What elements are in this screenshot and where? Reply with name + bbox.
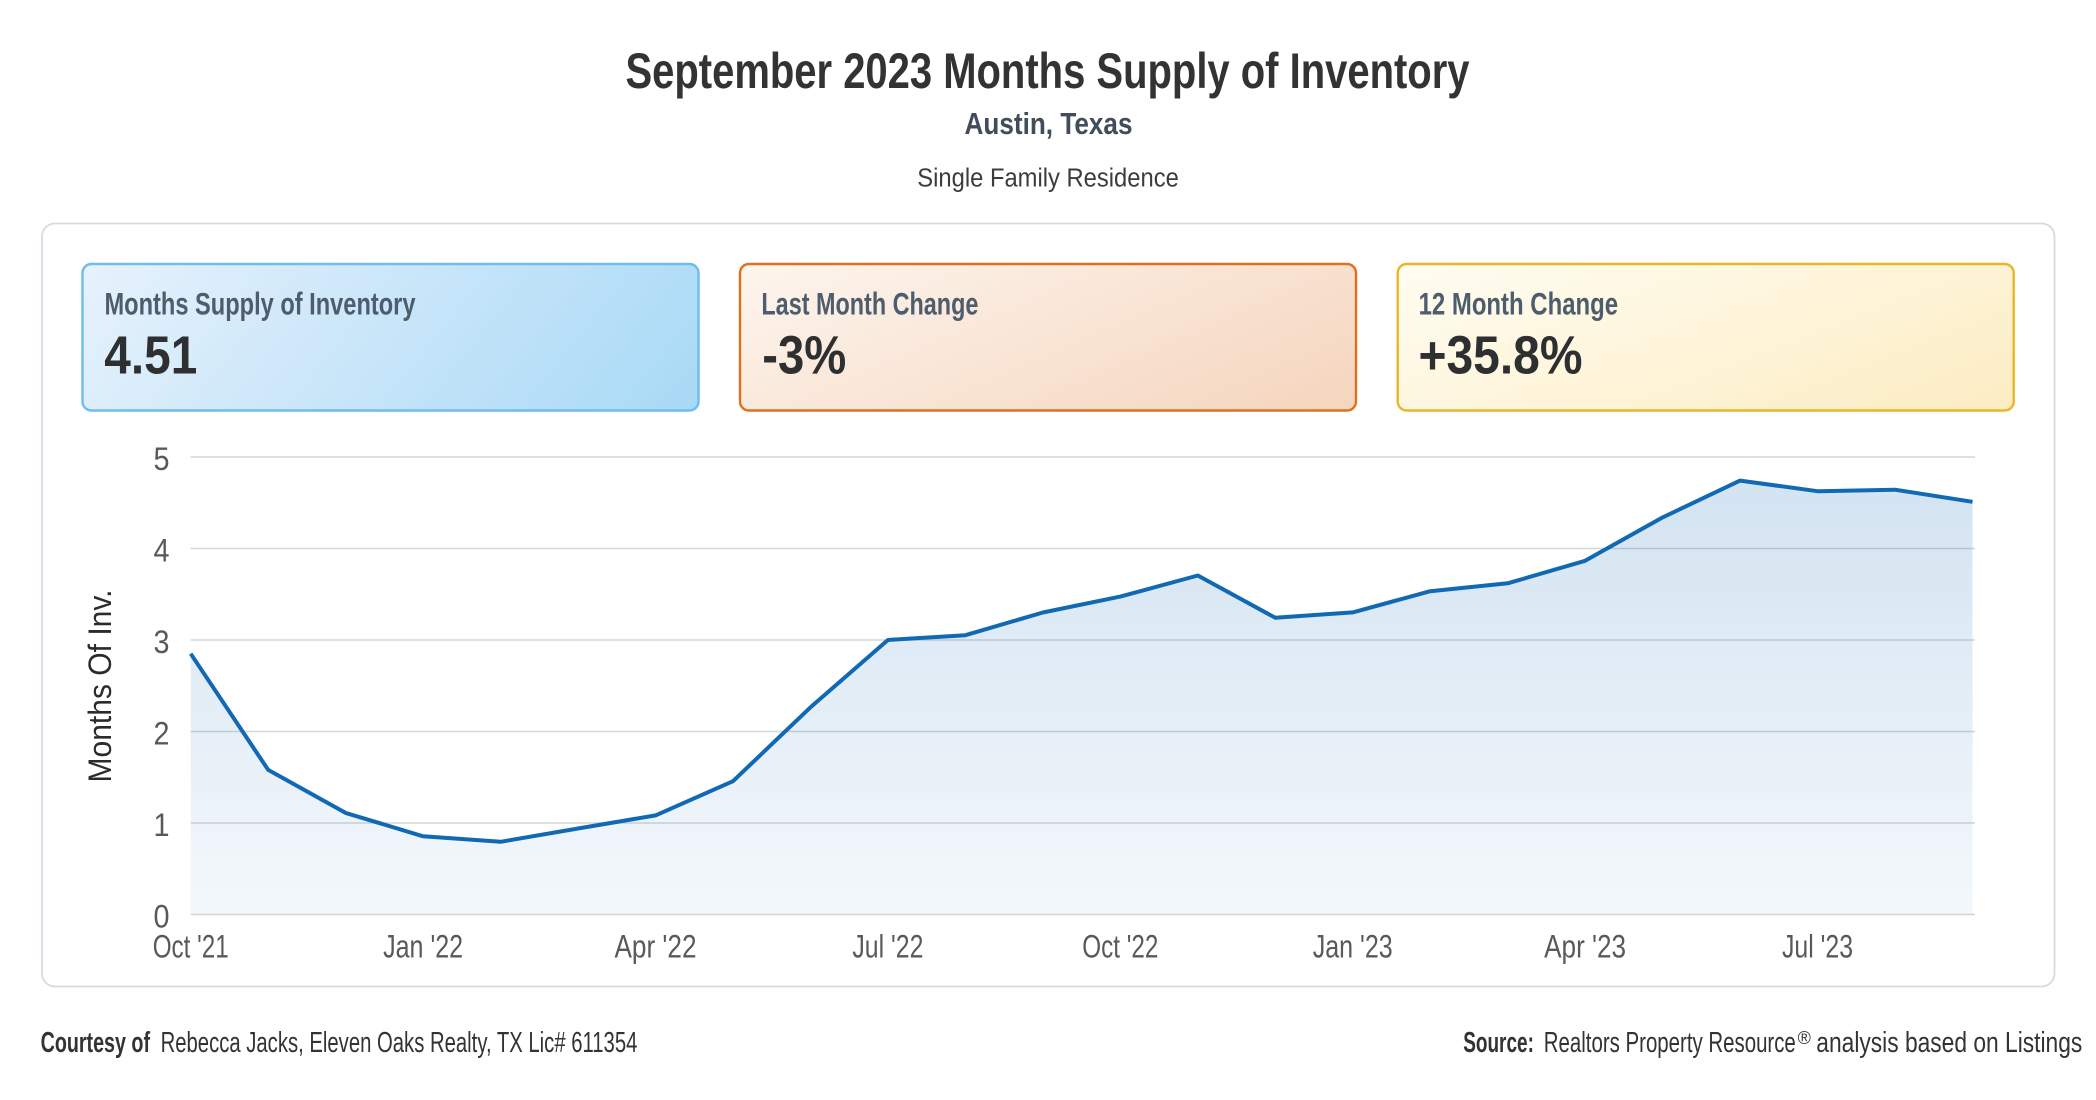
svg-text:Oct '21: Oct '21 (153, 929, 229, 965)
svg-text:Source:: Source: (1463, 1027, 1534, 1059)
svg-text:Austin, Texas: Austin, Texas (965, 107, 1133, 141)
svg-text:Jan '22: Jan '22 (383, 929, 463, 965)
svg-text:0: 0 (154, 899, 170, 935)
svg-text:®: ® (1798, 1028, 1811, 1048)
svg-text:12 Month Change: 12 Month Change (1419, 285, 1619, 321)
svg-text:Months Of Inv.: Months Of Inv. (82, 590, 118, 783)
svg-text:2: 2 (154, 716, 170, 752)
svg-text:Courtesy of: Courtesy of (41, 1027, 151, 1059)
svg-text:1: 1 (154, 807, 170, 843)
svg-text:Apr '22: Apr '22 (615, 929, 697, 965)
svg-text:Jul '22: Jul '22 (852, 929, 923, 965)
svg-text:Realtors Property Resource: Realtors Property Resource (1544, 1027, 1796, 1059)
svg-text:Jul '23: Jul '23 (1782, 929, 1853, 965)
svg-text:5: 5 (154, 441, 170, 477)
svg-text:September 2023 Months Supply o: September 2023 Months Supply of Inventor… (626, 43, 1470, 99)
svg-text:Apr '23: Apr '23 (1544, 929, 1626, 965)
svg-text:Last Month Change: Last Month Change (761, 285, 978, 321)
svg-text:Oct '22: Oct '22 (1082, 929, 1158, 965)
svg-text:-3%: -3% (762, 326, 846, 386)
svg-text:Single Family Residence: Single Family Residence (917, 163, 1179, 193)
svg-text:4: 4 (154, 533, 170, 569)
svg-text:3: 3 (154, 624, 170, 660)
svg-text:Rebecca Jacks, Eleven Oaks Rea: Rebecca Jacks, Eleven Oaks Realty, TX Li… (161, 1027, 638, 1059)
svg-text:Months Supply of Inventory: Months Supply of Inventory (105, 285, 416, 321)
svg-text:+35.8%: +35.8% (1419, 326, 1583, 386)
svg-text:4.51: 4.51 (104, 326, 197, 386)
svg-text:analysis based on Listings: analysis based on Listings (1816, 1027, 2082, 1059)
svg-text:Jan '23: Jan '23 (1313, 929, 1393, 965)
